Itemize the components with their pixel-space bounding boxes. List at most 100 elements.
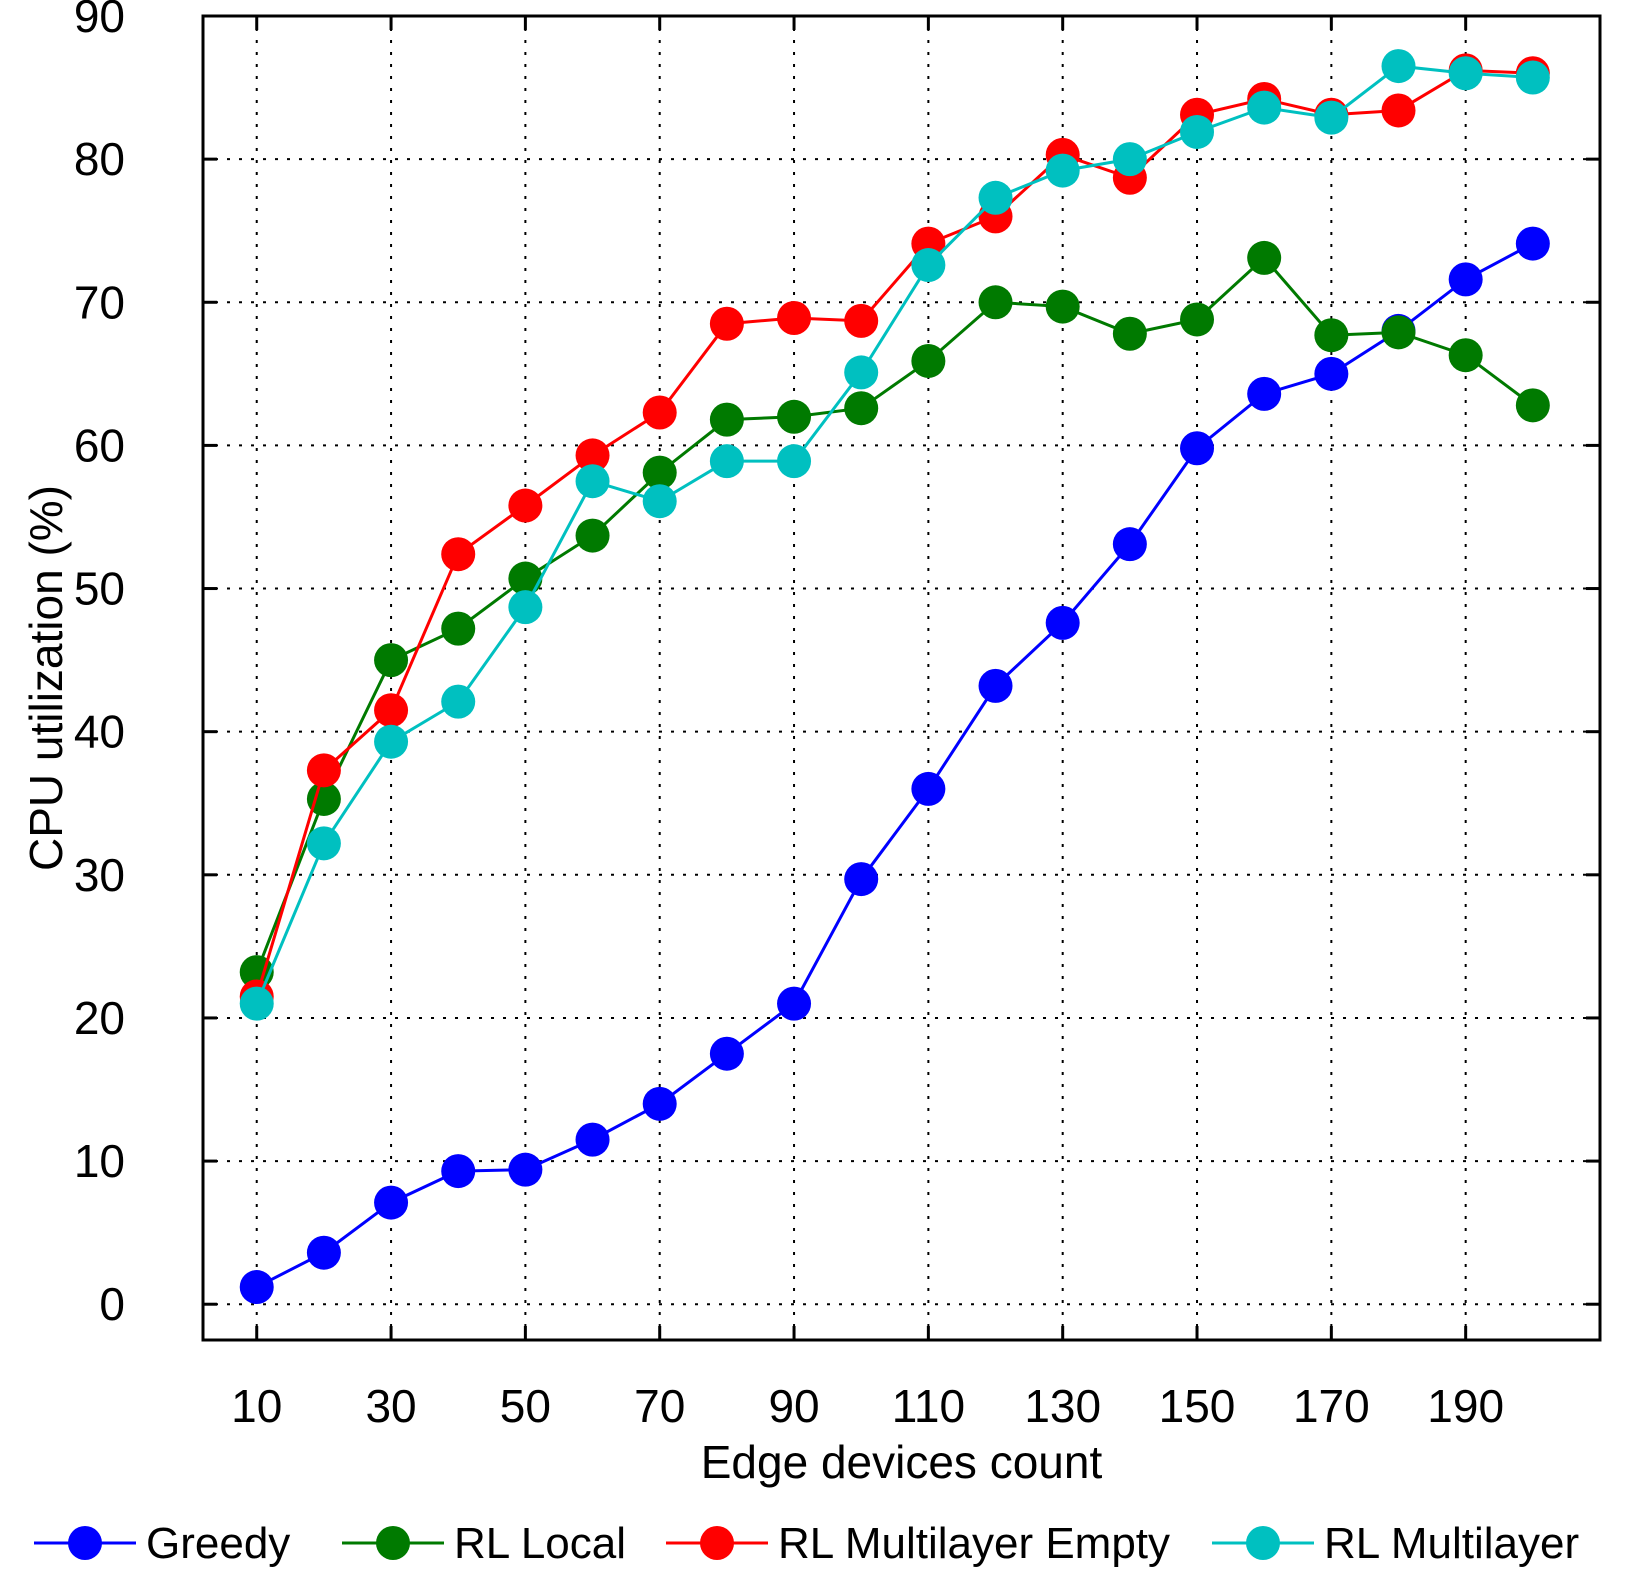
data-point bbox=[1045, 605, 1080, 640]
legend-marker bbox=[376, 1526, 410, 1560]
plot-border bbox=[201, 14, 1602, 1342]
data-point bbox=[1180, 302, 1215, 337]
y-tick-label: 70 bbox=[74, 276, 125, 328]
y-tick-label: 60 bbox=[74, 419, 125, 471]
data-point bbox=[1448, 56, 1483, 91]
data-point bbox=[1180, 431, 1215, 466]
legend-marker bbox=[1246, 1526, 1280, 1560]
legend-label: RL Local bbox=[454, 1519, 626, 1568]
data-point bbox=[1247, 90, 1282, 125]
y-axis-ticks: 0 10 20 30 40 50 60 70 80 90 bbox=[74, 0, 1600, 1330]
data-point bbox=[844, 355, 879, 390]
legend-item: Greedy bbox=[34, 1519, 290, 1568]
data-point bbox=[575, 518, 610, 553]
data-point bbox=[709, 444, 744, 479]
x-tick-label: 10 bbox=[231, 1380, 282, 1432]
data-point bbox=[374, 693, 409, 728]
data-point bbox=[575, 1122, 610, 1157]
y-tick-label: 90 bbox=[74, 0, 125, 42]
data-point bbox=[709, 402, 744, 437]
data-point bbox=[642, 455, 677, 490]
y-tick-label: 20 bbox=[74, 992, 125, 1044]
legend-item: RL Local bbox=[342, 1519, 626, 1568]
data-point bbox=[1381, 93, 1416, 128]
data-point bbox=[441, 684, 476, 719]
data-point bbox=[1045, 289, 1080, 324]
plot-frame bbox=[201, 14, 1602, 1342]
data-point bbox=[709, 1036, 744, 1071]
y-tick-label: 30 bbox=[74, 849, 125, 901]
series-line bbox=[256, 242, 1534, 1289]
series-greedy bbox=[239, 226, 1550, 1305]
data-point bbox=[1515, 388, 1550, 423]
data-point bbox=[1314, 318, 1349, 353]
data-point bbox=[374, 1185, 409, 1220]
data-point bbox=[911, 343, 946, 378]
x-axis-ticks: 10 30 50 70 90 110 130 150 170 190 bbox=[231, 16, 1504, 1432]
x-tick-label: 110 bbox=[892, 1380, 965, 1432]
data-point bbox=[911, 248, 946, 283]
data-point bbox=[1448, 262, 1483, 297]
y-tick-label: 40 bbox=[74, 706, 125, 758]
data-point bbox=[508, 1152, 543, 1187]
series-rl-multilayer bbox=[239, 49, 1550, 1021]
data-point bbox=[306, 826, 341, 861]
data-point bbox=[508, 488, 543, 523]
data-point bbox=[306, 1235, 341, 1270]
data-point bbox=[777, 986, 812, 1021]
data-point bbox=[1314, 356, 1349, 391]
chart-series bbox=[239, 49, 1550, 1305]
data-point bbox=[239, 986, 274, 1021]
data-point bbox=[306, 753, 341, 788]
data-point bbox=[441, 611, 476, 646]
legend-item: RL Multilayer bbox=[1212, 1519, 1579, 1568]
x-tick-label: 150 bbox=[1159, 1380, 1236, 1432]
series-line bbox=[255, 64, 1533, 1005]
data-point bbox=[1314, 100, 1349, 135]
data-point bbox=[1247, 240, 1282, 275]
y-tick-label: 50 bbox=[74, 563, 125, 615]
data-point bbox=[1045, 153, 1080, 188]
legend-marker bbox=[68, 1526, 102, 1560]
data-point bbox=[1515, 60, 1550, 95]
legend-item: RL Multilayer Empty bbox=[666, 1519, 1170, 1568]
data-point bbox=[575, 464, 610, 499]
data-point bbox=[575, 438, 610, 473]
data-point bbox=[642, 484, 677, 519]
y-axis-label: CPU utilization (%) bbox=[20, 485, 72, 871]
data-point bbox=[978, 668, 1013, 703]
x-tick-label: 130 bbox=[1024, 1380, 1101, 1432]
data-point bbox=[374, 643, 409, 678]
series-rl-multilayer-empty bbox=[239, 53, 1550, 1014]
x-tick-label: 30 bbox=[365, 1380, 416, 1432]
x-tick-label: 170 bbox=[1293, 1380, 1370, 1432]
chart-legend: Greedy RL Local RL Multilayer Empty RL Mult… bbox=[34, 1519, 1579, 1568]
x-tick-label: 190 bbox=[1427, 1380, 1504, 1432]
data-point bbox=[1112, 527, 1147, 562]
data-point bbox=[1247, 376, 1282, 411]
y-tick-label: 80 bbox=[74, 133, 125, 185]
data-point bbox=[1112, 142, 1147, 177]
data-point bbox=[911, 771, 946, 806]
data-point bbox=[441, 537, 476, 572]
series-line bbox=[255, 68, 1533, 997]
x-tick-label: 70 bbox=[634, 1380, 685, 1432]
data-point bbox=[642, 395, 677, 430]
data-point bbox=[777, 301, 812, 336]
data-point bbox=[239, 1270, 274, 1305]
data-point bbox=[1180, 114, 1215, 149]
x-tick-label: 90 bbox=[768, 1380, 819, 1432]
y-tick-label: 0 bbox=[99, 1278, 125, 1330]
data-point bbox=[508, 590, 543, 625]
data-point bbox=[978, 285, 1013, 320]
data-point bbox=[978, 180, 1013, 215]
data-point bbox=[1381, 49, 1416, 84]
data-point bbox=[777, 399, 812, 434]
legend-marker bbox=[700, 1526, 734, 1560]
series-rl-local bbox=[239, 240, 1550, 990]
x-axis-label: Edge devices count bbox=[701, 1436, 1103, 1488]
data-point bbox=[508, 561, 543, 596]
data-point bbox=[1381, 315, 1416, 350]
data-point bbox=[306, 781, 341, 816]
